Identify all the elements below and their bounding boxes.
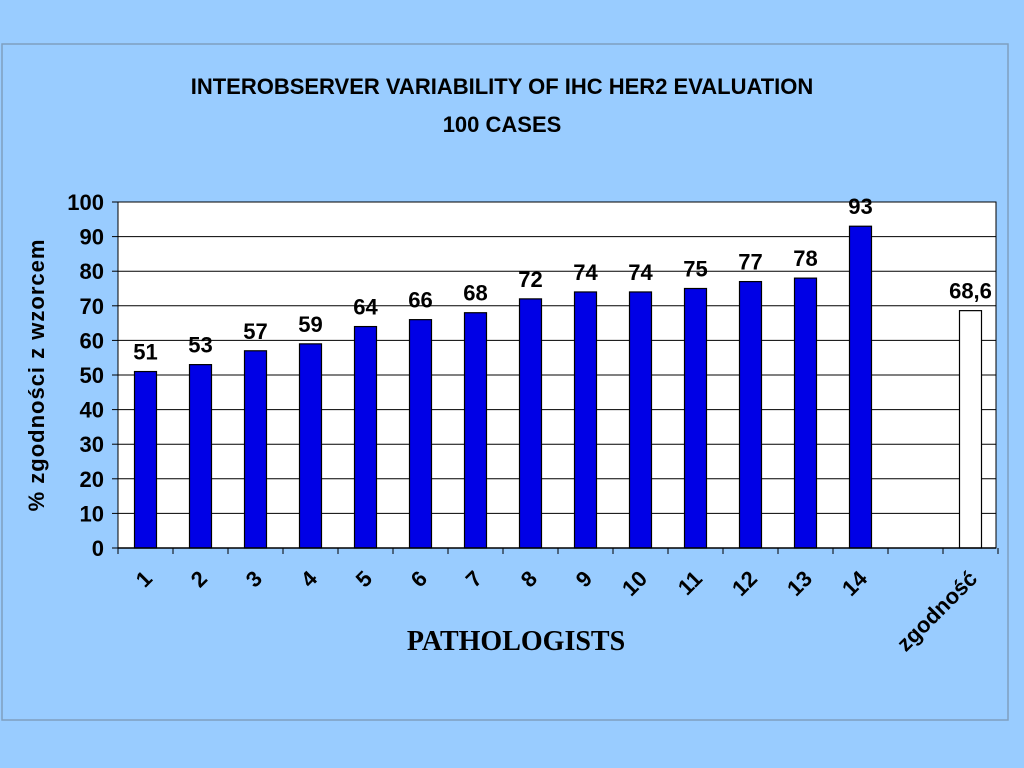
x-axis-label: PATHOLOGISTS bbox=[407, 626, 625, 657]
bar-pathologist-2 bbox=[188, 364, 213, 549]
bar-pathologist-1 bbox=[133, 370, 158, 549]
data-label: 53 bbox=[188, 333, 212, 358]
bar-zgodnosc bbox=[958, 310, 983, 549]
y-tick-label: 70 bbox=[80, 294, 104, 319]
data-label: 66 bbox=[408, 288, 432, 313]
bars bbox=[133, 225, 983, 549]
y-tick-label: 80 bbox=[80, 259, 104, 284]
y-tick-label: 40 bbox=[80, 398, 104, 423]
y-axis-ticks: 0 10 20 30 40 50 60 70 80 90 100 bbox=[67, 190, 118, 561]
bar-pathologist-12 bbox=[738, 280, 763, 549]
data-label: 75 bbox=[683, 257, 707, 282]
data-labels: 51 53 57 59 64 66 68 72 74 74 75 77 78 93 68,6 bbox=[133, 194, 992, 364]
chart-title: INTEROBSERVER VARIABILITY OF IHC HER2 EV… bbox=[191, 74, 814, 99]
bar-pathologist-3 bbox=[243, 350, 268, 549]
data-label: 51 bbox=[133, 340, 157, 365]
bar-pathologist-9 bbox=[573, 291, 598, 549]
y-tick-label: 30 bbox=[80, 432, 104, 457]
bar-pathologist-7 bbox=[463, 312, 488, 549]
y-axis-label: % zgodności z wzorcem bbox=[24, 239, 49, 512]
data-label: 72 bbox=[518, 267, 542, 292]
bar-pathologist-13 bbox=[793, 277, 818, 549]
data-label: 68,6 bbox=[949, 279, 992, 304]
bar-pathologist-10 bbox=[628, 291, 653, 549]
data-label: 74 bbox=[628, 260, 653, 285]
y-tick-label: 90 bbox=[80, 225, 104, 250]
bar-pathologist-14 bbox=[848, 225, 873, 549]
y-tick-label: 10 bbox=[80, 501, 104, 526]
data-label: 59 bbox=[298, 312, 322, 337]
data-label: 78 bbox=[793, 246, 817, 271]
y-tick-label: 60 bbox=[80, 328, 104, 353]
y-tick-label: 0 bbox=[92, 536, 104, 561]
bar-pathologist-4 bbox=[298, 343, 323, 549]
chart-subtitle: 100 CASES bbox=[443, 112, 562, 137]
y-tick-label: 20 bbox=[80, 467, 104, 492]
y-tick-label: 50 bbox=[80, 363, 104, 388]
bar-pathologist-11 bbox=[683, 287, 708, 549]
y-tick-label: 100 bbox=[67, 190, 104, 215]
bar-pathologist-8 bbox=[518, 298, 543, 549]
data-label: 57 bbox=[243, 319, 267, 344]
data-label: 64 bbox=[353, 295, 378, 320]
bar-pathologist-6 bbox=[408, 319, 433, 549]
data-label: 77 bbox=[738, 250, 762, 275]
data-label: 68 bbox=[463, 281, 487, 306]
bar-pathologist-5 bbox=[353, 325, 378, 549]
data-label: 93 bbox=[848, 194, 872, 219]
data-label: 74 bbox=[573, 260, 598, 285]
